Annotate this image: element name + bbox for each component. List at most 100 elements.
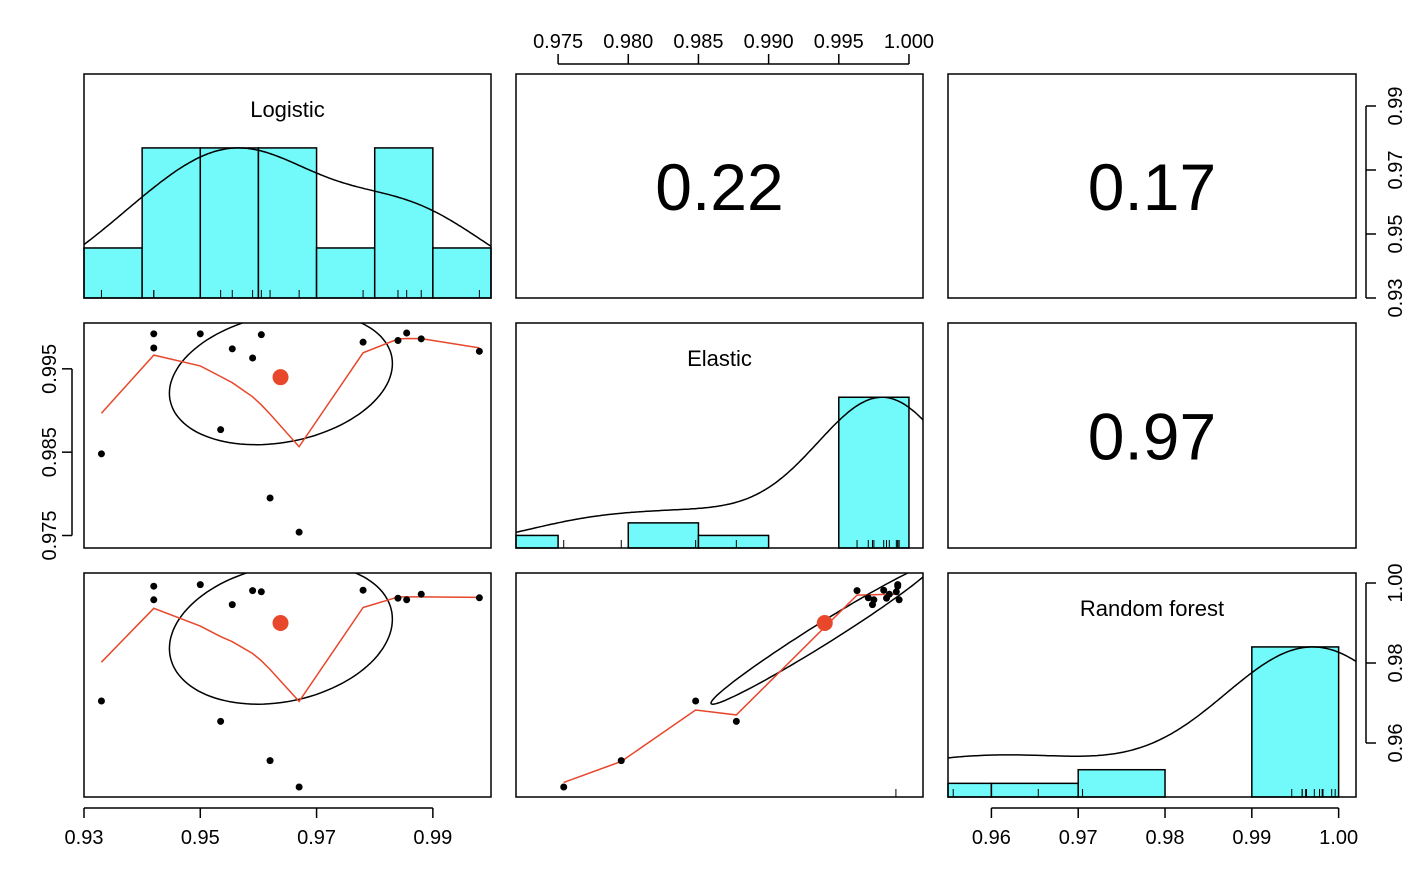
- histogram-3: Random forest: [895, 572, 1357, 798]
- data-point: [257, 588, 265, 596]
- data-point: [617, 757, 625, 765]
- tick-label: 0.995: [814, 31, 864, 53]
- tick-label: 0.98: [1385, 644, 1407, 683]
- data-point: [403, 329, 411, 337]
- data-point: [228, 345, 236, 353]
- panel-frame: [515, 73, 924, 299]
- histogram-1: Logistic: [83, 73, 492, 299]
- scatter-panel-2-1: [515, 572, 924, 798]
- smooth-fit-line: [100, 596, 480, 703]
- tick-label: 0.99: [413, 827, 452, 849]
- data-point: [475, 347, 483, 355]
- scatter-panel-2-0: [83, 572, 492, 798]
- tick-label: 0.93: [1385, 279, 1407, 318]
- histogram-bar: [199, 147, 260, 299]
- data-point: [895, 596, 903, 604]
- histogram-bar: [627, 522, 700, 549]
- panel-frame: [515, 322, 924, 549]
- data-point: [692, 697, 700, 705]
- panel-frame: [83, 572, 492, 798]
- correlation-ellipse: [168, 323, 394, 446]
- data-point: [868, 601, 876, 609]
- data-point: [150, 344, 158, 352]
- tick-label: 0.990: [744, 31, 794, 53]
- data-point: [417, 590, 425, 598]
- correlation-ellipse: [710, 573, 923, 705]
- data-point: [97, 697, 105, 705]
- tick-label: 0.96: [972, 827, 1011, 849]
- data-point: [560, 783, 568, 791]
- histogram-bar: [515, 534, 559, 549]
- panel-frame: [83, 73, 492, 299]
- data-point: [417, 335, 425, 343]
- variable-label-3: Random forest: [1080, 596, 1224, 621]
- mean-point: [816, 615, 833, 631]
- tick-label: 0.96: [1385, 724, 1407, 763]
- data-point: [150, 582, 158, 590]
- right-axis-random-forest: 0.96 0.98 1.00: [1365, 564, 1407, 763]
- data-point: [249, 587, 257, 595]
- tick-label: 0.99: [1232, 827, 1271, 849]
- data-point: [150, 596, 158, 604]
- histogram-2: Elastic: [515, 322, 924, 549]
- data-point: [880, 586, 888, 594]
- data-point: [257, 331, 265, 339]
- left-axis-elastic: 0.975 0.985 0.995: [39, 344, 73, 561]
- tick-label: 0.995: [39, 344, 61, 394]
- tick-label: 0.98: [1146, 827, 1185, 849]
- data-point: [266, 757, 274, 765]
- histogram-bar: [141, 147, 202, 299]
- data-point: [475, 594, 483, 602]
- tick-label: 0.95: [1385, 215, 1407, 254]
- panel-frame: [947, 73, 1357, 299]
- data-point: [228, 601, 236, 609]
- histogram-bar: [947, 782, 993, 798]
- histogram-bar: [432, 247, 492, 299]
- tick-label: 0.97: [1059, 827, 1098, 849]
- data-point: [894, 581, 902, 589]
- data-point: [196, 330, 204, 338]
- data-point: [359, 338, 367, 346]
- data-point: [864, 594, 872, 602]
- panel-frame: [947, 322, 1357, 549]
- data-point: [359, 586, 367, 594]
- tick-label: 0.985: [673, 31, 723, 53]
- histogram-bar: [83, 247, 143, 299]
- correlation-value-2: 0.17: [1088, 150, 1216, 224]
- tick-label: 0.97: [297, 827, 336, 849]
- histogram-bar: [838, 396, 910, 549]
- data-point: [394, 594, 402, 602]
- tick-label: 0.975: [39, 510, 61, 560]
- data-point: [196, 581, 204, 589]
- mean-point: [272, 615, 289, 631]
- tick-label: 1.00: [1319, 827, 1358, 849]
- data-point: [853, 587, 861, 595]
- bottom-axis-logistic: 0.93 0.95 0.97 0.99: [65, 807, 452, 849]
- tick-label: 0.95: [181, 827, 220, 849]
- density-curve: [83, 147, 492, 247]
- data-point: [732, 717, 740, 725]
- variable-label-1: Logistic: [250, 97, 325, 122]
- panel-frame: [83, 322, 492, 549]
- tick-label: 1.000: [884, 31, 934, 53]
- density-curve: [947, 646, 1357, 759]
- scatter-panel-1-0: [83, 322, 492, 549]
- data-point: [885, 590, 893, 598]
- right-axis-logistic: 0.93 0.95 0.97 0.99: [1365, 87, 1407, 318]
- data-point: [150, 330, 158, 338]
- data-point: [295, 783, 303, 791]
- data-point: [217, 426, 225, 434]
- panel-frame: [515, 572, 924, 798]
- mean-point: [272, 369, 289, 386]
- histogram-bar: [373, 147, 434, 299]
- data-point: [97, 450, 105, 458]
- correlation-value-3: 0.97: [1088, 400, 1216, 474]
- tick-label: 1.00: [1385, 564, 1407, 603]
- correlation-ellipse: [168, 573, 394, 705]
- data-point: [394, 337, 402, 344]
- bottom-axis-random-forest: 0.96 0.97 0.98 0.99 1.00: [972, 807, 1358, 849]
- correlation-value-1: 0.22: [655, 150, 783, 224]
- histogram-bar: [1077, 768, 1166, 798]
- panel-frame: [947, 572, 1357, 798]
- histogram-bar: [697, 534, 770, 549]
